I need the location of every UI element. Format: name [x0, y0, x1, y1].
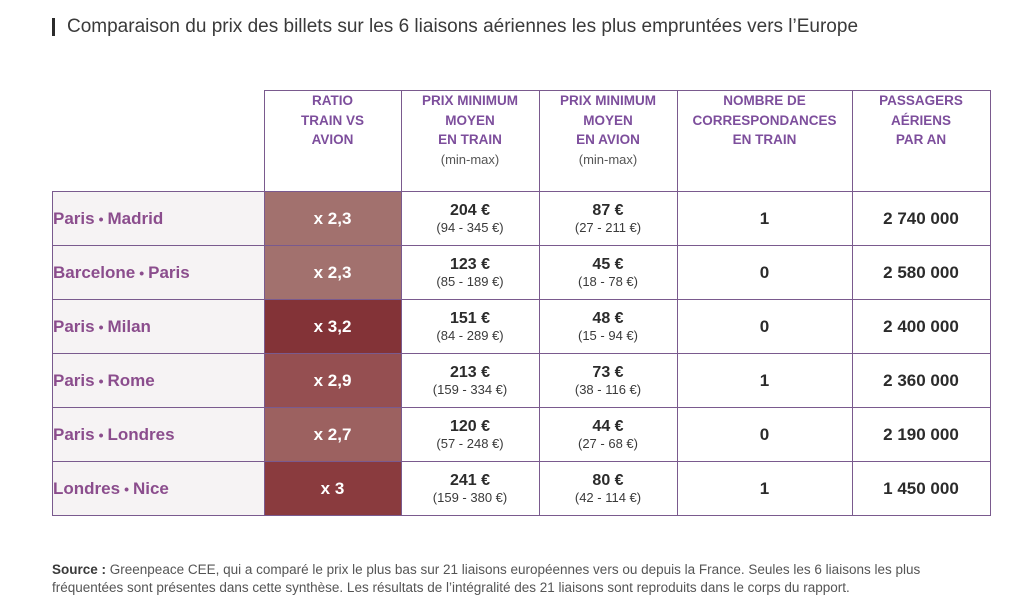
route-separator: • — [98, 318, 104, 335]
source-label: Source : — [52, 562, 107, 577]
route-cell: Londres • Nice — [52, 461, 265, 516]
plane-price-cell: 87 € (27 - 211 €) — [538, 191, 678, 246]
header-connections: NOMBRE DE CORRESPONDANCES EN TRAIN — [676, 90, 853, 192]
title-block: Comparaison du prix des billets sur les … — [52, 14, 858, 40]
header-corner — [53, 91, 265, 192]
header-train-price: PRIX MINIMUM MOYEN EN TRAIN (min-max) — [400, 90, 540, 192]
passengers-cell: 2 740 000 — [851, 191, 991, 246]
connections-cell: 1 — [676, 191, 853, 246]
route-separator: • — [98, 426, 104, 443]
route-cell: Paris • Madrid — [52, 191, 265, 246]
table-row: Barcelone • Paris x 2,3 123 € (85 - 189 €) 45 … — [52, 245, 991, 300]
connections-cell: 0 — [676, 245, 853, 300]
header-passengers: PASSAGERS AÉRIENS PAR AN — [851, 90, 991, 192]
train-price-cell: 241 € (159 - 380 €) — [400, 461, 540, 516]
passengers-cell: 2 580 000 — [851, 245, 991, 300]
header-train-price-sub: (min-max) — [440, 151, 500, 167]
route-cell: Barcelone • Paris — [52, 245, 265, 300]
title-accent-bar — [52, 18, 55, 36]
plane-price-cell: 48 € (15 - 94 €) — [538, 299, 678, 354]
connections-cell: 0 — [676, 299, 853, 354]
plane-price-cell: 80 € (42 - 114 €) — [538, 461, 678, 516]
header-plane-price-sub: (min-max) — [578, 151, 638, 167]
ratio-cell: x 2,3 — [263, 191, 402, 246]
table-row: Paris • Londres x 2,7 120 € (57 - 248 €) 44 €(… — [52, 407, 991, 462]
route-separator: • — [98, 210, 104, 227]
ratio-cell: x 2,3 — [263, 245, 402, 300]
connections-cell: 1 — [676, 353, 853, 408]
header-ratio: RATIO TRAIN VS AVION — [263, 90, 402, 192]
table-row: Paris • Rome x 2,9 213 € (159 - 334 €) 73 € (38… — [52, 353, 991, 408]
table-row: Londres • Nice x 3 241 € (159 - 380 €) 80 € (42… — [52, 461, 991, 516]
train-price-cell: 204 € (94 - 345 €) — [400, 191, 540, 246]
source-text: Greenpeace CEE, qui a comparé le prix le… — [52, 562, 921, 595]
ratio-cell: x 3,2 — [263, 299, 402, 354]
train-price-cell: 213 € (159 - 334 €) — [400, 353, 540, 408]
passengers-cell: 2 400 000 — [851, 299, 991, 354]
passengers-cell: 2 190 000 — [851, 407, 991, 462]
train-price-cell: 151 € (84 - 289 €) — [400, 299, 540, 354]
header-row: RATIO TRAIN VS AVION PRIX MINIMUM MOYEN EN T… — [53, 90, 991, 192]
ratio-cell: x 2,9 — [263, 353, 402, 408]
plane-price-cell: 45 € (18 - 78 €) — [538, 245, 678, 300]
route-separator: • — [139, 264, 145, 281]
route-cell: Paris • Milan — [52, 299, 265, 354]
comparison-table: RATIO TRAIN VS AVION PRIX MINIMUM MOYEN EN T… — [52, 90, 991, 516]
route-separator: • — [124, 480, 129, 497]
route-cell: Paris • Londres — [52, 407, 265, 462]
route-cell: Paris • Rome — [52, 353, 265, 408]
page-title: Comparaison du prix des billets sur les … — [67, 16, 859, 37]
plane-price-cell: 73 € (38 - 116 €) — [538, 353, 678, 408]
connections-cell: 1 — [676, 461, 853, 516]
route-separator: • — [98, 372, 104, 389]
passengers-cell: 1 450 000 — [851, 461, 991, 516]
passengers-cell: 2 360 000 — [851, 353, 991, 408]
ratio-cell: x 2,7 — [263, 407, 402, 462]
ratio-cell: x 3 — [263, 461, 402, 516]
train-price-cell: 123 € (85 - 189 €) — [400, 245, 540, 300]
header-plane-price: PRIX MINIMUM MOYEN EN AVION (min-max) — [538, 90, 678, 192]
table-row: Paris • Milan x 3,2 151 € (84 - 289 €) 48 € (15… — [52, 299, 991, 354]
train-price-cell: 120 € (57 - 248 €) — [400, 407, 540, 462]
source-note: Source : Greenpeace CEE, qui a comparé l… — [52, 561, 992, 597]
connections-cell: 0 — [676, 407, 853, 462]
table-row: Paris • Madrid x 2,3 204 € (94 - 345 €) 87 € (2… — [52, 191, 991, 246]
plane-price-cell: 44 € (27 - 68 €) — [538, 407, 678, 462]
